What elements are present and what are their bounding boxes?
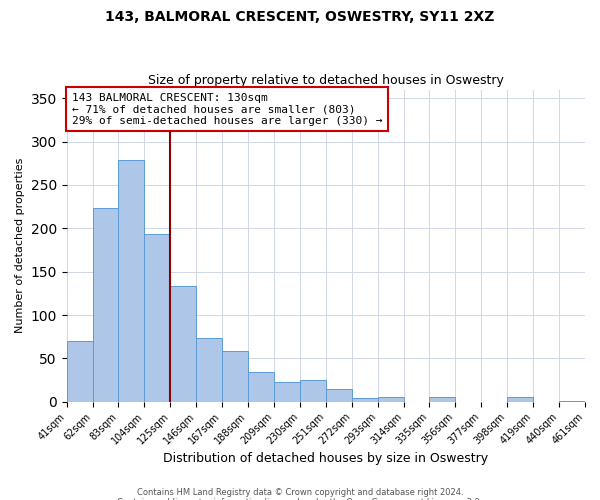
Bar	[507, 398, 533, 402]
Y-axis label: Number of detached properties: Number of detached properties	[15, 158, 25, 334]
Bar	[92, 208, 118, 402]
Title: Size of property relative to detached houses in Oswestry: Size of property relative to detached ho…	[148, 74, 504, 87]
Bar	[196, 338, 222, 402]
X-axis label: Distribution of detached houses by size in Oswestry: Distribution of detached houses by size …	[163, 452, 488, 465]
Text: 143 BALMORAL CRESCENT: 130sqm
← 71% of detached houses are smaller (803)
29% of : 143 BALMORAL CRESCENT: 130sqm ← 71% of d…	[72, 92, 382, 126]
Bar	[248, 372, 274, 402]
Bar	[145, 234, 170, 402]
Text: 143, BALMORAL CRESCENT, OSWESTRY, SY11 2XZ: 143, BALMORAL CRESCENT, OSWESTRY, SY11 2…	[106, 10, 494, 24]
Bar	[352, 398, 377, 402]
Bar	[222, 352, 248, 402]
Bar	[274, 382, 300, 402]
Bar	[377, 396, 404, 402]
Bar	[300, 380, 326, 402]
Bar	[170, 286, 196, 402]
Bar	[430, 396, 455, 402]
Text: Contains public sector information licensed under the Open Government Licence v3: Contains public sector information licen…	[118, 498, 482, 500]
Bar	[559, 401, 585, 402]
Bar	[326, 388, 352, 402]
Text: Contains HM Land Registry data © Crown copyright and database right 2024.: Contains HM Land Registry data © Crown c…	[137, 488, 463, 497]
Bar	[67, 341, 92, 402]
Bar	[118, 160, 145, 402]
